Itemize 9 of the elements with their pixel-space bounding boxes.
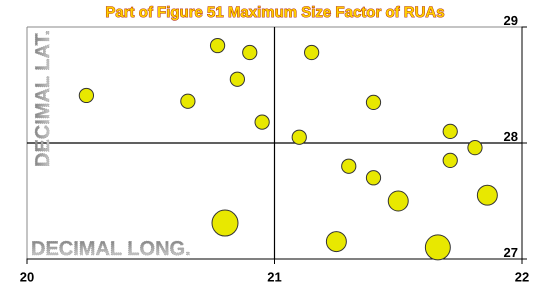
y-axis-title: DECIMAL LAT. — [32, 30, 54, 167]
y-tick-label: 29 — [504, 13, 518, 28]
y-tick-label: 28 — [504, 129, 518, 144]
y-tick-label: 27 — [504, 245, 518, 260]
x-tick-label: 21 — [267, 269, 282, 284]
x-tick-label: 22 — [514, 269, 530, 284]
chart-title: Part of Figure 51 Maximum Size Factor of RUAs — [105, 4, 445, 21]
x-axis-title: DECIMAL LONG. — [31, 238, 191, 260]
x-tick-label: 20 — [20, 269, 34, 284]
